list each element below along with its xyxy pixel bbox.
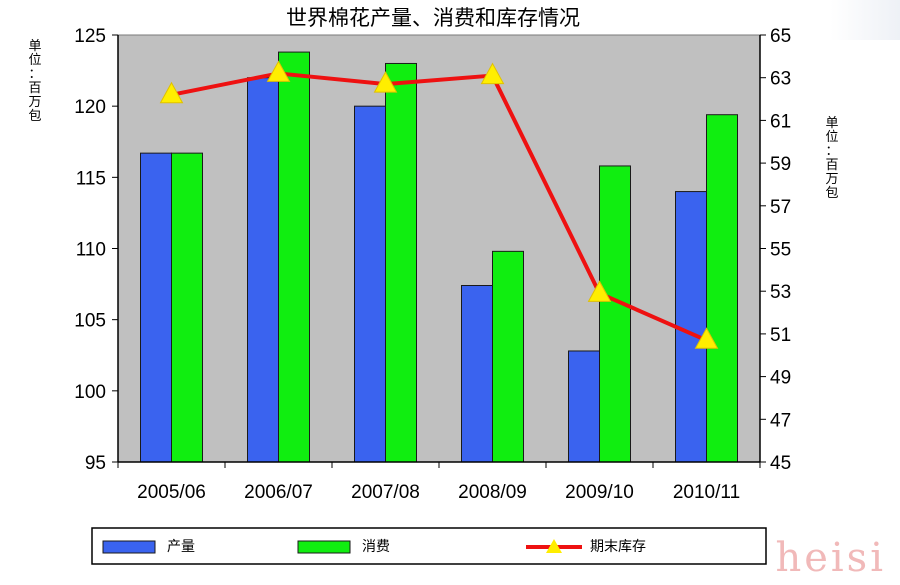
bar-产量-2007/08 [354,105,386,463]
point-期末库存-2008/09 [480,62,505,85]
y-right-tick-label: 61 [770,111,791,132]
y-right-tick-label: 55 [770,240,791,261]
y-left-tick-label: 115 [76,168,106,189]
axes-layer: 2005/06 2006/07 2007/08 2008/09 2009/10 2010/… [28,26,838,503]
bars-layer [140,51,738,463]
bar-产量-2005/06 [140,152,172,463]
y-right-tick-label: 57 [770,197,791,218]
y-left-tick-label: 95 [85,453,106,474]
point-期末库存-2007/08 [373,71,398,93]
watermark: heisi [775,535,886,581]
bar-消费-2008/09 [492,250,524,463]
legend-marker-期末库存 [546,539,562,553]
point-期末库存-2005/06 [159,81,184,104]
corner-decoration [830,0,900,40]
y-left-tick-label: 120 [74,97,106,118]
y-left-tick-label: 125 [74,26,106,47]
legend-swatch-消费 [297,540,351,554]
bar-消费-2006/07 [278,51,310,463]
line-期末库存 [171,71,708,343]
bar-消费-2010/11 [706,114,738,463]
legend-swatch-产量 [102,540,156,554]
y-left-tick-label: 100 [74,382,106,403]
chart-title: 世界棉花产量、消费和库存情况 [286,6,580,30]
y-left-tick-label: 110 [76,240,106,261]
x-tick-label: 2009/10 [565,482,634,503]
bar-产量-2008/09 [461,285,493,463]
point-期末库存-2009/10 [587,280,612,302]
bar-产量-2009/10 [568,350,600,463]
x-tick-label: 2007/08 [351,482,420,503]
y-left-axis-label: 单位：百万包 [28,39,41,124]
y-right-tick-label: 49 [770,368,791,389]
point-期末库存-2006/07 [266,60,291,82]
y-right-tick-label: 63 [770,69,791,90]
plot-area [117,34,761,463]
legend-box [91,527,767,565]
line-layer [159,60,719,349]
y-right-tick-label: 53 [770,282,791,303]
bar-消费-2007/08 [385,62,417,463]
y-right-tick-label: 45 [770,453,791,474]
bar-消费-2009/10 [599,165,631,463]
bar-产量-2006/07 [247,77,279,463]
point-期末库存-2010/11 [694,327,719,349]
y-right-tick-label: 65 [770,26,791,47]
legend-label-消费: 消费 [362,539,390,555]
bar-消费-2005/06 [171,152,203,463]
legend-label-期末库存: 期末库存 [590,539,646,555]
x-tick-label: 2008/09 [458,482,527,503]
legend: 产量 消费 期末库存 [91,527,767,565]
x-tick-label: 2006/07 [244,482,313,503]
y-left-tick-label: 105 [74,311,106,332]
y-right-tick-label: 47 [770,410,791,431]
y-right-tick-label: 51 [770,325,791,346]
y-right-tick-label: 59 [770,154,791,175]
y-right-axis-label: 单位：百万包 [825,116,838,201]
legend-label-产量: 产量 [167,539,195,555]
x-tick-label: 2005/06 [137,482,206,503]
x-tick-label: 2010/11 [673,482,740,503]
